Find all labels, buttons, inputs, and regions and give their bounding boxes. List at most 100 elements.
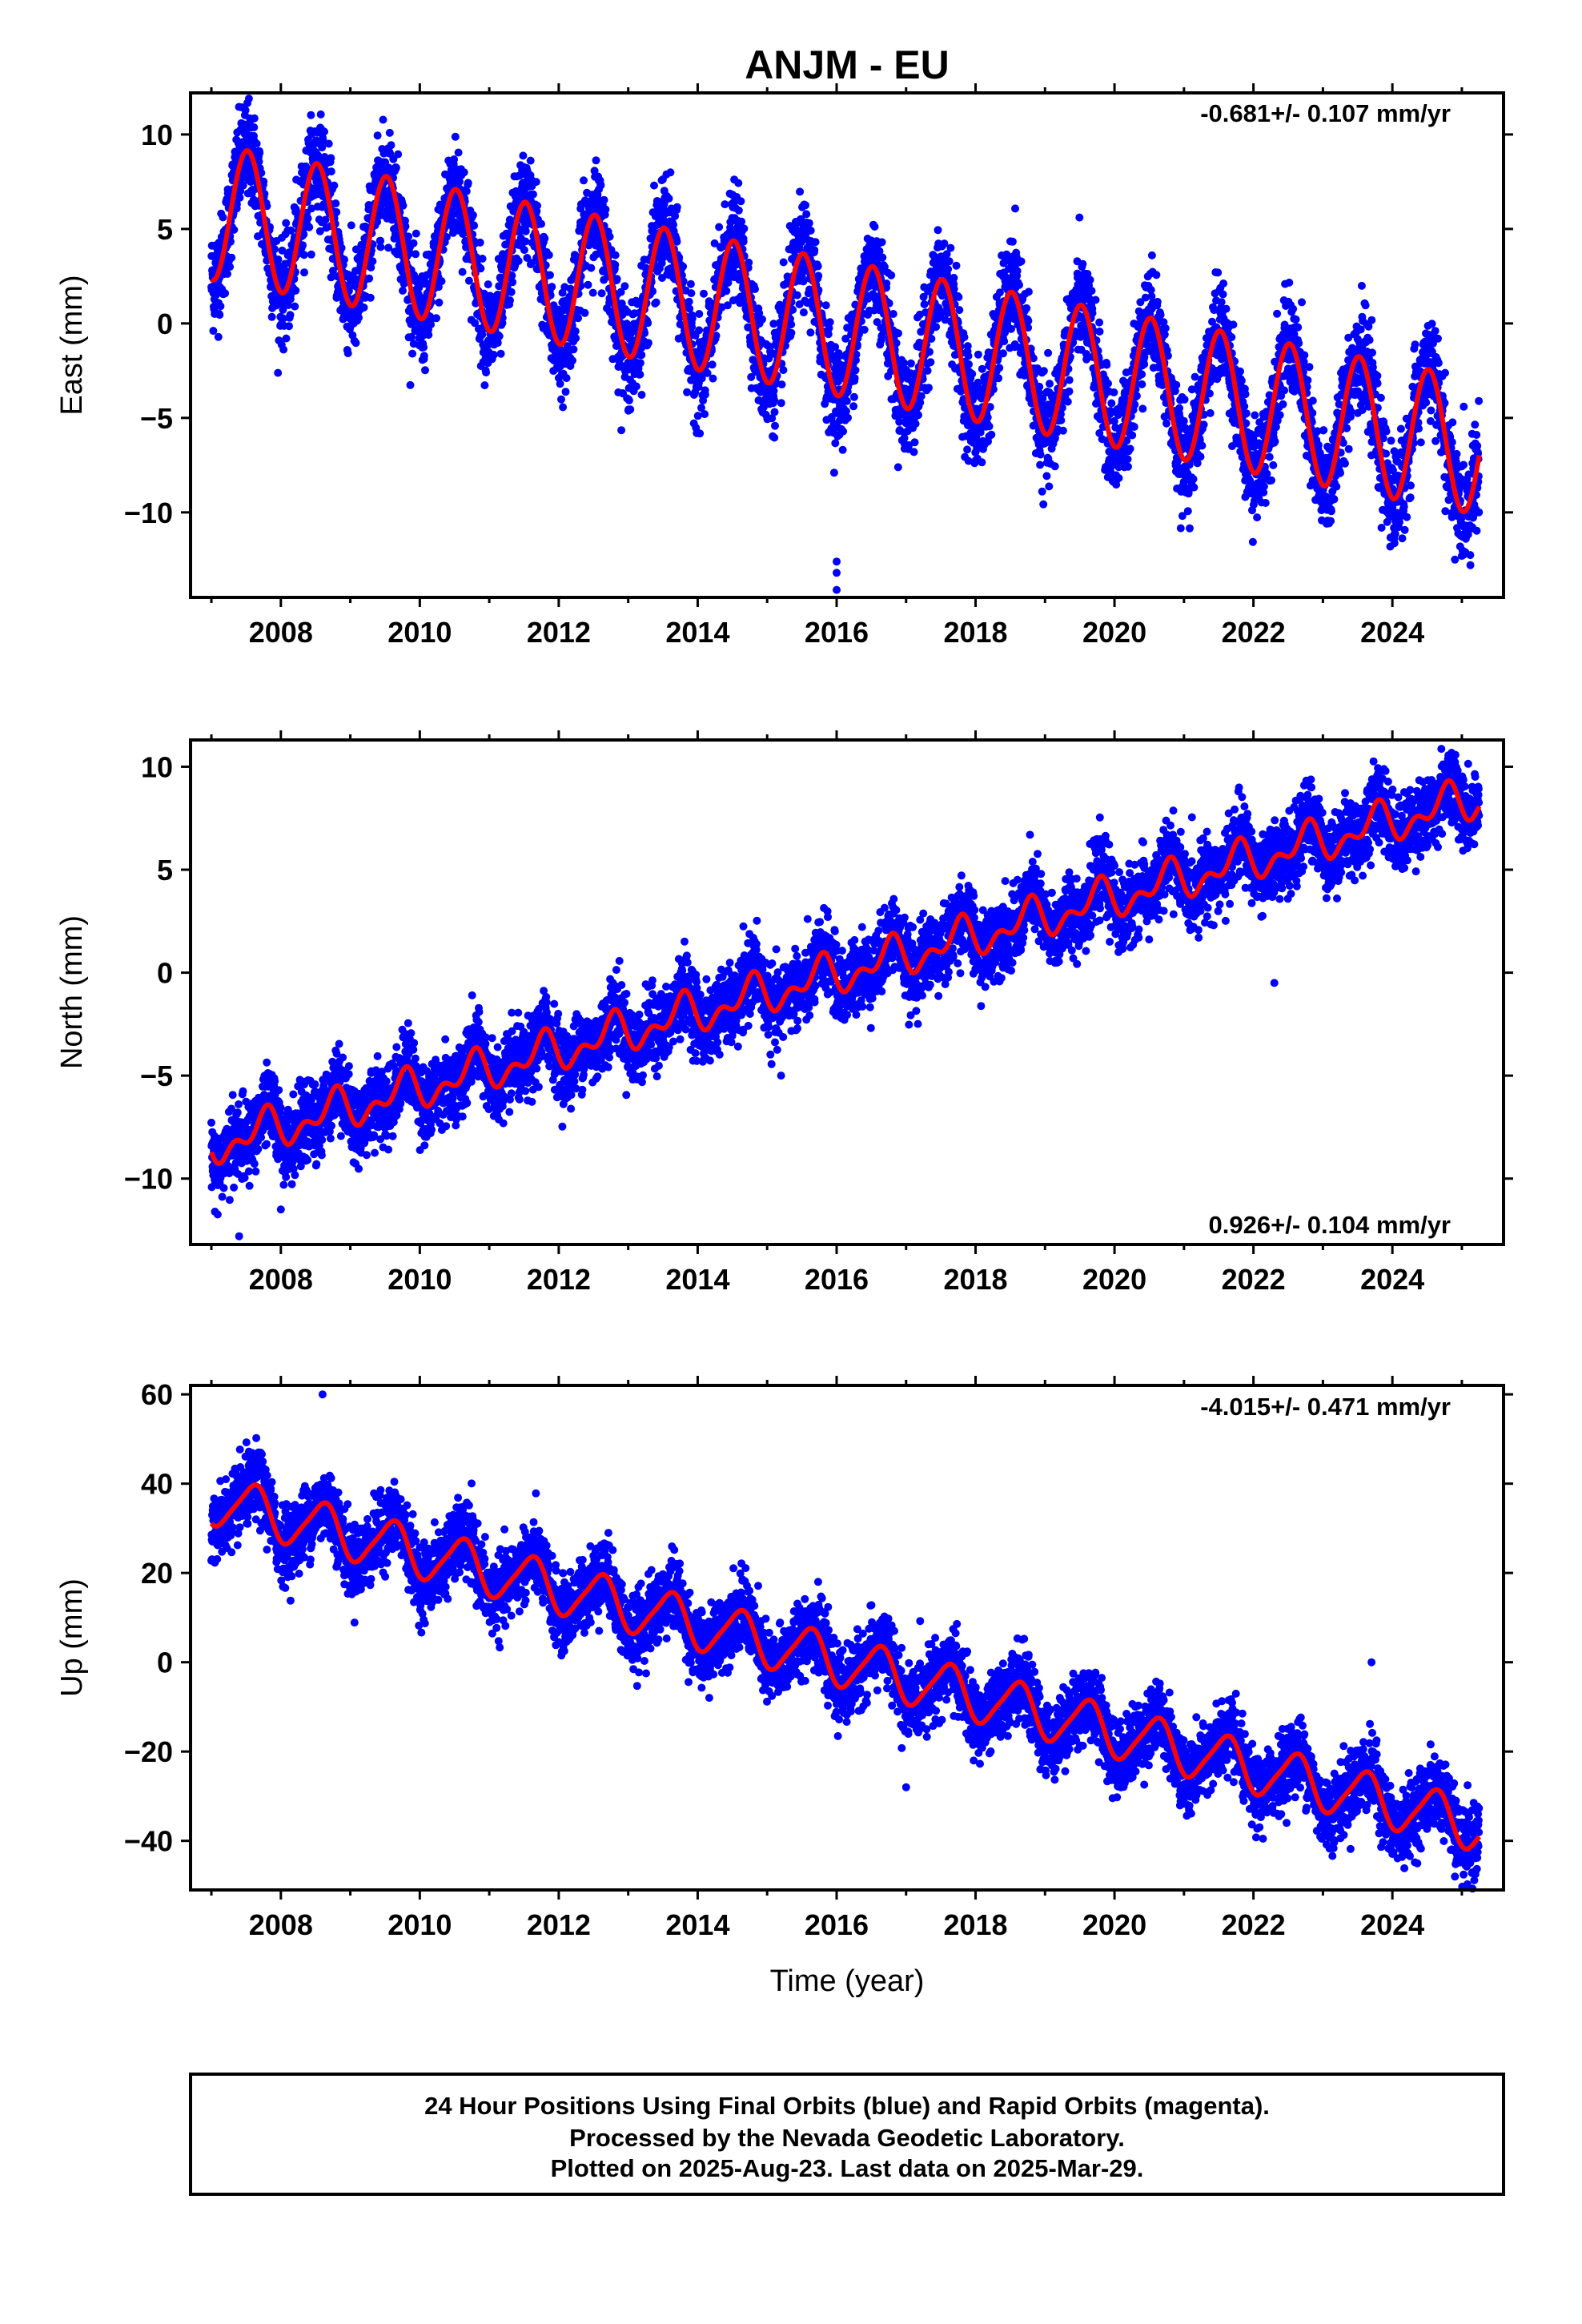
data-point	[506, 296, 514, 304]
time-series-figure: ANJM - EU 2008 2010 2012 2014 2016 2018 2020 20…	[0, 0, 1582, 2324]
data-point	[452, 133, 460, 141]
data-point	[387, 141, 396, 149]
data-point	[394, 151, 402, 159]
data-point	[347, 221, 355, 229]
data-point	[299, 241, 307, 249]
data-point	[376, 243, 384, 251]
data-point	[527, 157, 535, 165]
data-point	[317, 111, 325, 119]
data-point	[537, 220, 545, 228]
data-point	[344, 349, 352, 357]
data-point	[355, 314, 363, 322]
data-point	[255, 149, 263, 157]
data-point	[374, 131, 382, 139]
data-point	[275, 255, 283, 263]
data-point	[533, 202, 541, 210]
panel-east: 2008 2010 2012 2014 2016 2018 2020 2022 2024 105…	[55, 83, 1513, 649]
data-point	[508, 278, 516, 286]
data-point	[497, 350, 505, 358]
data-point	[460, 168, 468, 176]
data-point	[421, 366, 429, 374]
data-point	[470, 222, 478, 230]
data-point	[226, 263, 234, 271]
data-point	[307, 111, 315, 119]
data-point	[438, 277, 446, 285]
data-point	[223, 270, 231, 278]
data-point	[221, 289, 229, 297]
chart-title: ANJM - EU	[745, 42, 950, 87]
data-point	[407, 381, 415, 389]
data-point	[327, 154, 335, 162]
data-point	[242, 107, 250, 115]
data-point	[340, 255, 348, 263]
data-point	[300, 268, 308, 276]
data-point	[282, 219, 290, 227]
data-point	[482, 368, 490, 376]
data-point	[379, 116, 387, 124]
data-point	[365, 275, 373, 283]
data-point	[253, 139, 261, 147]
data-point	[285, 322, 293, 330]
data-point	[367, 294, 375, 302]
data-point	[432, 314, 440, 322]
data-point	[325, 140, 333, 148]
data-point	[320, 127, 328, 135]
data-point	[410, 239, 418, 247]
data-point	[479, 255, 487, 263]
data-point	[464, 179, 472, 187]
data-point	[532, 178, 540, 186]
data-point	[520, 246, 528, 254]
data-point	[519, 151, 527, 159]
data-point	[360, 304, 368, 312]
data-point	[352, 339, 360, 347]
data-point	[300, 251, 308, 259]
data-point	[424, 331, 432, 339]
data-point	[529, 191, 537, 199]
data-point	[287, 227, 295, 235]
data-point	[399, 202, 407, 210]
data-point	[209, 327, 217, 335]
data-point	[245, 94, 253, 103]
data-point	[455, 149, 463, 157]
data-point	[435, 299, 443, 307]
data-point	[250, 123, 258, 131]
data-point	[476, 264, 484, 272]
data-point	[496, 332, 504, 340]
data-point	[420, 352, 428, 360]
data-point	[215, 333, 223, 341]
data-point	[404, 232, 412, 240]
data-point	[327, 167, 335, 175]
data-point	[305, 223, 313, 231]
data-point	[412, 230, 420, 238]
data-point	[227, 254, 235, 262]
data-point	[450, 155, 458, 163]
data-point	[291, 303, 299, 311]
data-point	[463, 187, 471, 195]
data-point	[274, 369, 282, 377]
data-point	[480, 381, 488, 389]
data-point	[408, 350, 416, 358]
data-point	[307, 251, 315, 259]
data-point	[215, 311, 223, 319]
data-point	[330, 182, 338, 190]
data-point	[459, 268, 467, 276]
data-point	[521, 238, 529, 246]
data-point	[508, 288, 516, 296]
data-point	[304, 215, 312, 223]
data-point	[287, 296, 295, 304]
data-point	[490, 351, 498, 359]
data-point	[251, 115, 259, 123]
data-point	[386, 129, 394, 137]
data-point	[412, 250, 420, 258]
data-point	[392, 163, 400, 171]
data-point	[332, 208, 340, 216]
data-point	[291, 287, 299, 295]
data-point	[279, 346, 287, 354]
data-point	[494, 339, 502, 347]
data-point	[318, 143, 326, 151]
data-point	[283, 335, 291, 343]
data-point	[287, 311, 295, 319]
data-point	[219, 213, 227, 221]
data-point	[420, 344, 428, 352]
data-point	[476, 239, 484, 247]
